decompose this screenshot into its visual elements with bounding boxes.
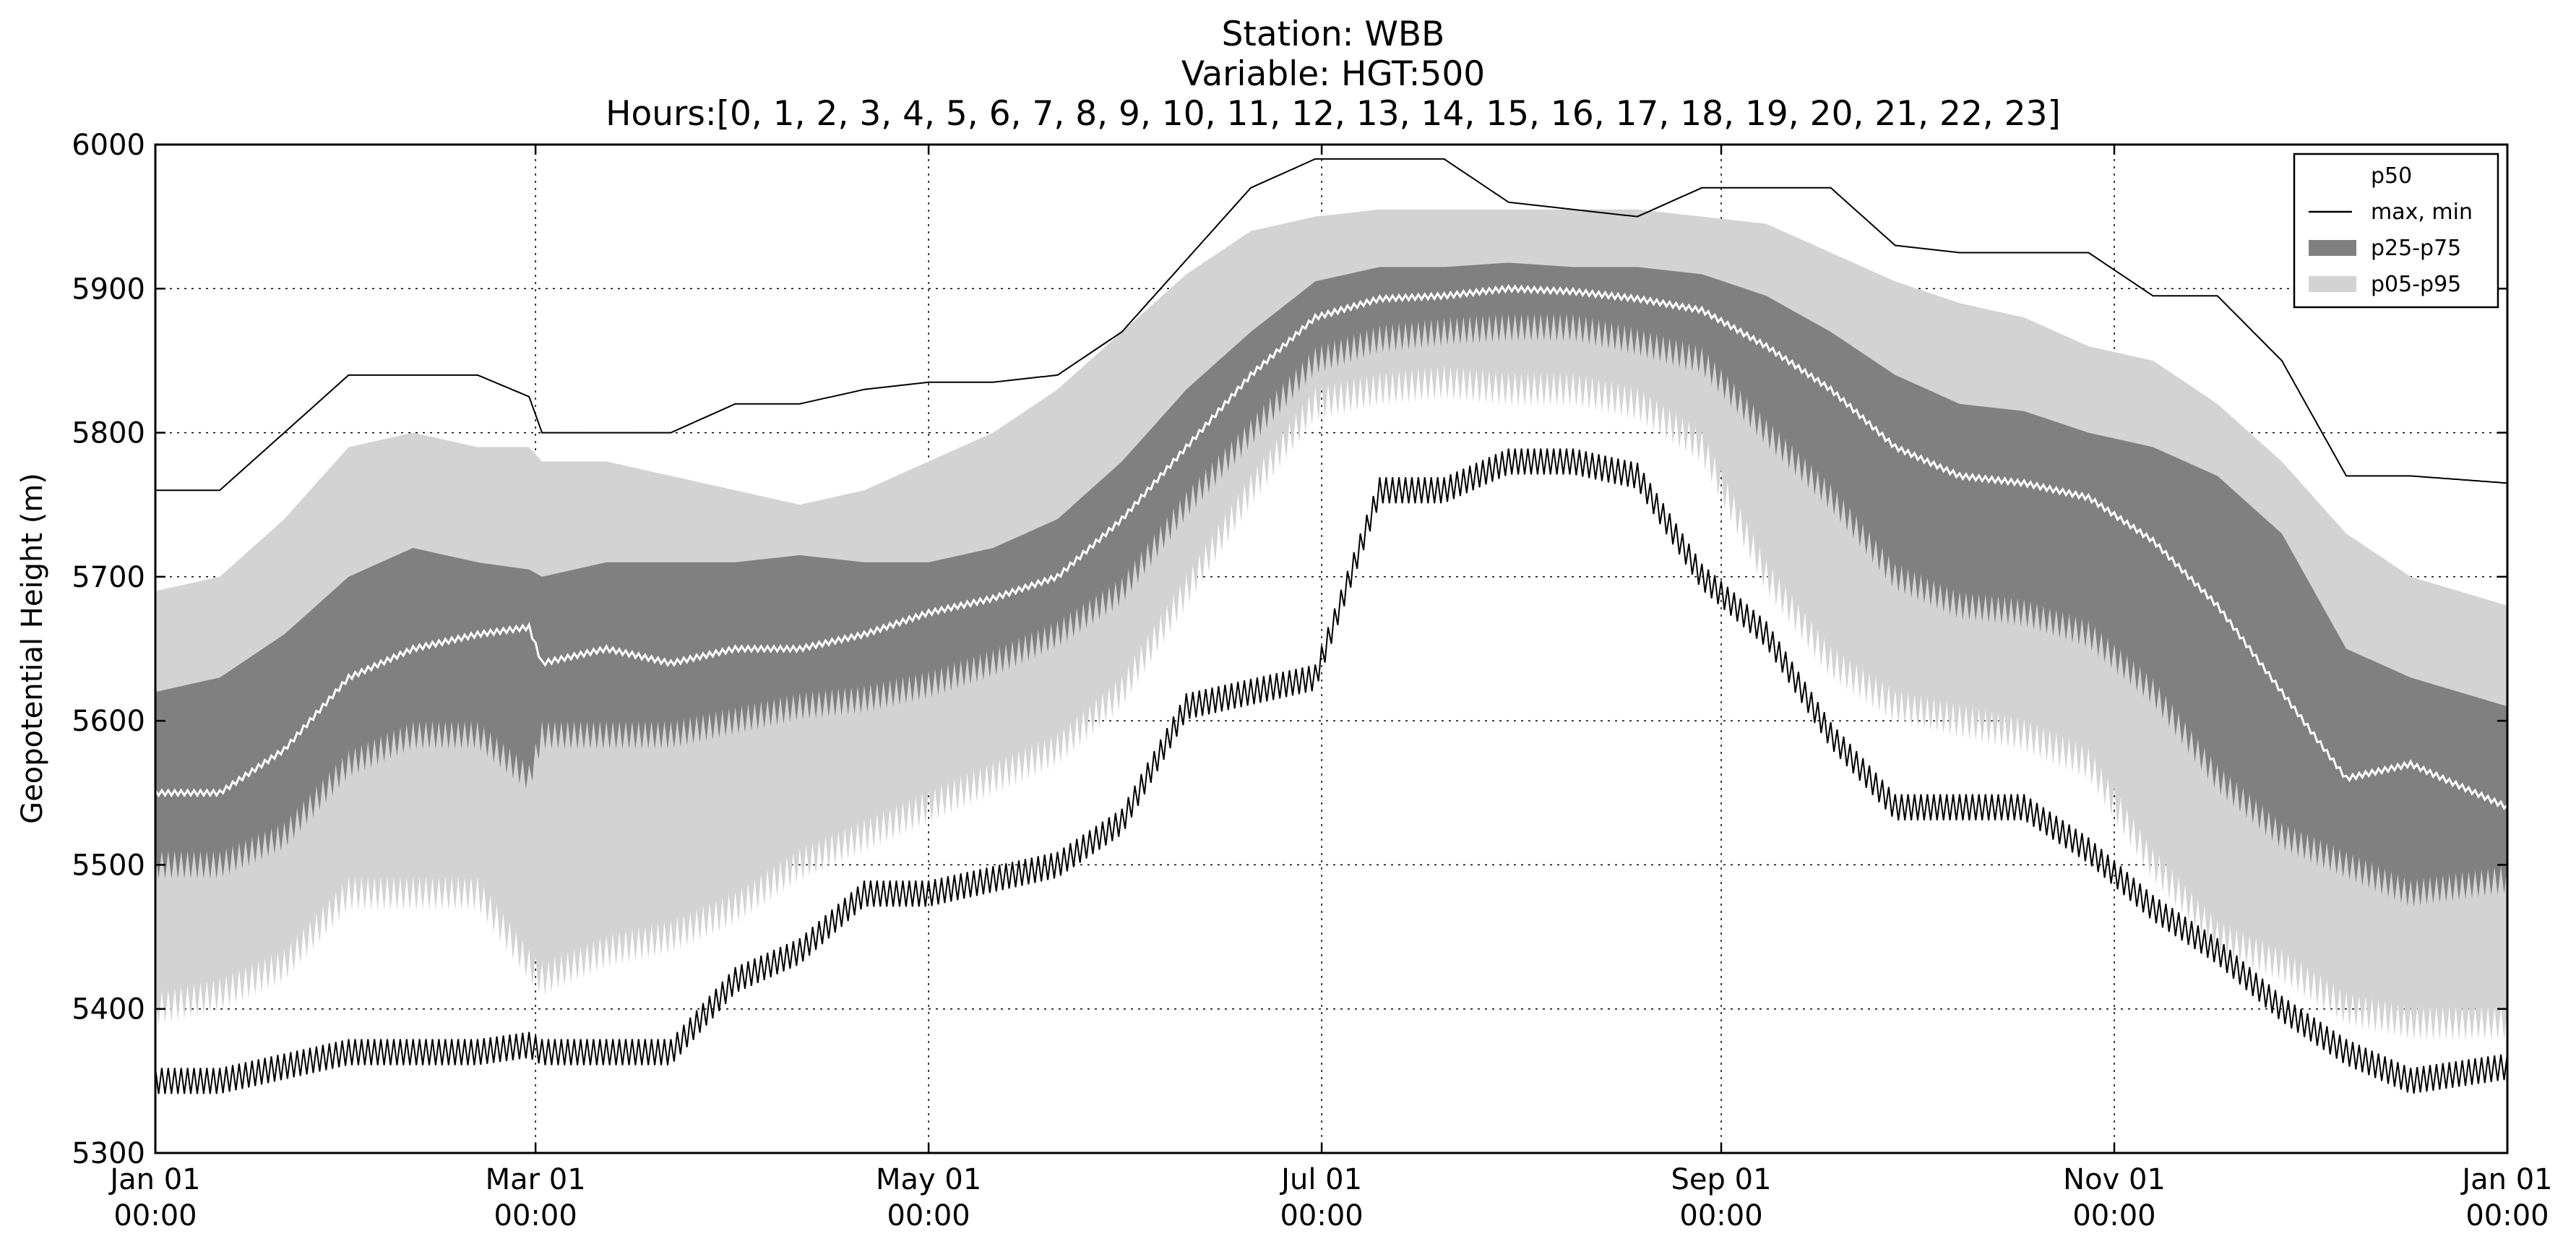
y-axis: 5300 5400 5500 5600 5700 5800 5900 6000 (72, 129, 2507, 1170)
legend-swatch (2309, 276, 2356, 292)
y-tick-label: 5700 (72, 561, 145, 594)
legend-label: p50 (2371, 163, 2412, 189)
legend-label: max, min (2371, 200, 2473, 225)
y-tick-label: 6000 (72, 129, 145, 162)
x-tick-label-date: Jul 01 (1279, 1163, 1362, 1196)
legend-label: p05-p95 (2371, 272, 2461, 297)
x-tick-label-date: Jan 01 (2460, 1163, 2552, 1196)
legend[interactable]: p50 max, min p25-p75 p05-p95 (2293, 153, 2499, 309)
y-tick-label: 5500 (72, 849, 145, 882)
x-tick-label-time: 00:00 (1280, 1199, 1363, 1232)
title-line-2: Variable: HGT:500 (1181, 54, 1485, 94)
legend-label: p25-p75 (2371, 236, 2461, 261)
y-tick-label: 5300 (72, 1137, 145, 1170)
title-line-1: Station: WBB (1222, 14, 1445, 54)
x-tick-label-time: 00:00 (2465, 1199, 2549, 1232)
y-axis-label: Geopotential Height (m) (16, 473, 49, 824)
y-tick-label: 5400 (72, 993, 145, 1026)
series-p50-line (155, 283, 2507, 810)
x-tick-label-date: Nov 01 (2063, 1163, 2166, 1196)
y-tick-label: 5600 (72, 705, 145, 738)
chart-title: Station: WBB Variable: HGT:500 Hours:[0,… (606, 14, 2061, 134)
x-tick-label-time: 00:00 (113, 1199, 197, 1232)
x-tick-label-time: 00:00 (887, 1199, 970, 1232)
y-tick-label: 5900 (72, 273, 145, 306)
x-tick-label-time: 00:00 (494, 1199, 577, 1232)
x-tick-label-time: 00:00 (2072, 1199, 2155, 1232)
x-tick-label-date: May 01 (876, 1163, 981, 1196)
series-min-line (155, 448, 2507, 1094)
legend-swatch (2309, 240, 2356, 256)
x-tick-label-date: Jan 01 (108, 1163, 200, 1196)
x-tick-label-date: Mar 01 (486, 1163, 586, 1196)
y-tick-label: 5800 (72, 417, 145, 450)
series-max-line (155, 158, 2507, 492)
title-line-3: Hours:[0, 1, 2, 3, 4, 5, 6, 7, 8, 9, 10,… (606, 94, 2061, 134)
x-tick-label-date: Sep 01 (1671, 1163, 1772, 1196)
plot-frame (154, 143, 2509, 1154)
series-layer (155, 158, 2507, 1094)
x-tick-label-time: 00:00 (1679, 1199, 1762, 1232)
band-p25-p75 (155, 262, 2507, 907)
